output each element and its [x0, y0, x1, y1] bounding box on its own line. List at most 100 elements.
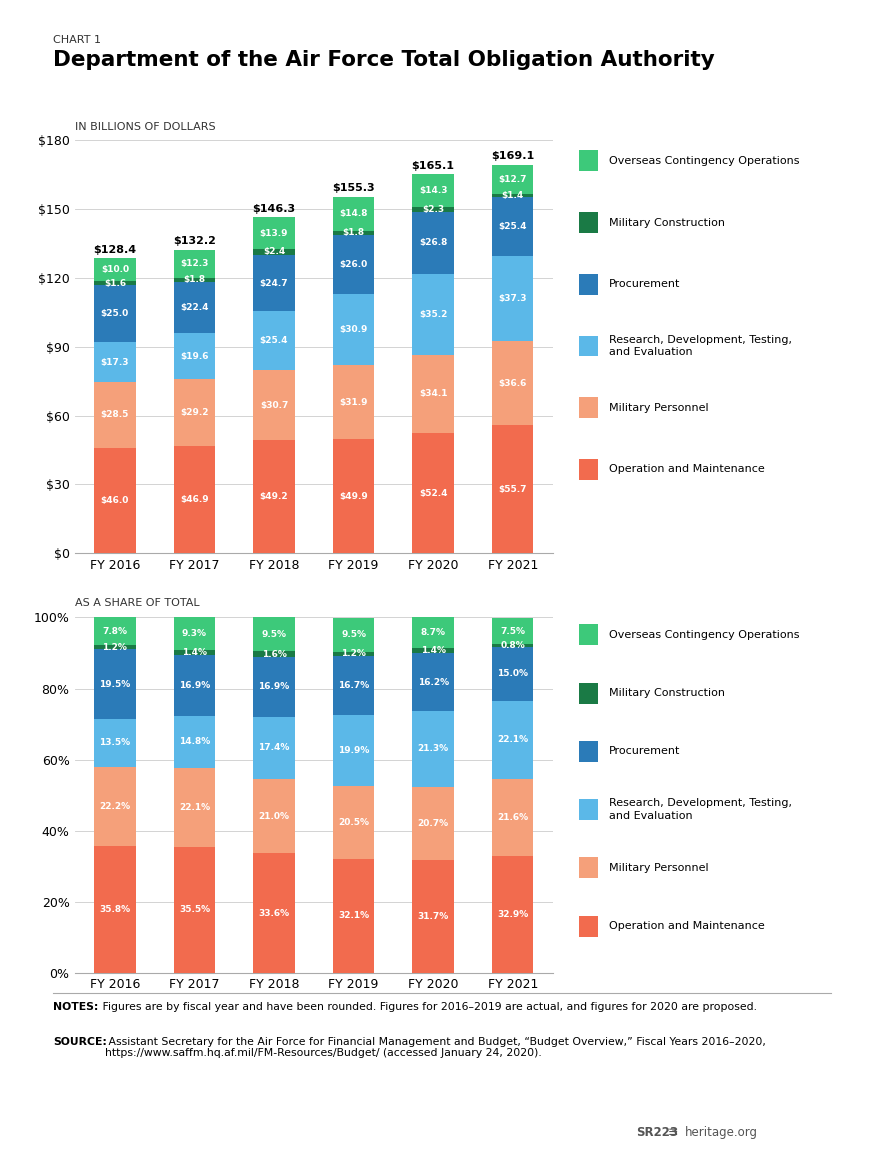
Text: 7.5%: 7.5%	[500, 627, 525, 636]
Text: $13.9: $13.9	[260, 228, 288, 238]
Bar	[95, 285, 135, 343]
Text: $46.0: $46.0	[101, 496, 129, 506]
Bar	[333, 715, 374, 786]
Text: NOTES:: NOTES:	[53, 1002, 98, 1012]
Text: $165.1: $165.1	[412, 161, 454, 170]
Text: 20.7%: 20.7%	[417, 819, 449, 828]
Text: 35.8%: 35.8%	[99, 905, 131, 913]
Bar	[174, 249, 215, 278]
Text: 22.1%: 22.1%	[497, 735, 529, 744]
Text: $25.4: $25.4	[499, 221, 527, 231]
Text: $128.4: $128.4	[94, 245, 136, 255]
Text: Military Personnel: Military Personnel	[609, 403, 709, 412]
Text: Research, Development, Testing,
and Evaluation: Research, Development, Testing, and Eval…	[609, 334, 792, 358]
Bar	[413, 649, 453, 654]
Bar	[333, 366, 374, 439]
Text: $35.2: $35.2	[419, 310, 447, 319]
Text: 1.2%: 1.2%	[341, 649, 366, 658]
Bar	[333, 234, 374, 295]
Text: 22.2%: 22.2%	[99, 802, 131, 811]
Bar	[254, 854, 294, 973]
Bar	[174, 446, 215, 553]
Text: Operation and Maintenance: Operation and Maintenance	[609, 465, 765, 474]
Text: 21.6%: 21.6%	[497, 813, 529, 822]
Bar	[492, 644, 533, 648]
Text: Overseas Contingency Operations: Overseas Contingency Operations	[609, 630, 799, 640]
Bar	[492, 700, 533, 779]
Bar	[413, 433, 453, 553]
Bar	[413, 786, 453, 860]
Bar	[413, 617, 453, 649]
Text: 16.9%: 16.9%	[179, 682, 210, 690]
Text: $49.9: $49.9	[339, 492, 368, 501]
Text: 21.0%: 21.0%	[258, 812, 290, 820]
Text: 15.0%: 15.0%	[497, 670, 529, 678]
Text: $46.9: $46.9	[180, 495, 209, 504]
Bar	[174, 847, 215, 973]
Bar	[492, 856, 533, 973]
Text: 16.9%: 16.9%	[258, 683, 290, 691]
Bar	[254, 778, 294, 854]
Bar	[95, 649, 135, 719]
Bar	[254, 440, 294, 553]
Text: $22.4: $22.4	[180, 303, 209, 312]
Text: Procurement: Procurement	[609, 747, 681, 756]
Bar	[333, 197, 374, 231]
Bar	[95, 382, 135, 447]
Text: 21.3%: 21.3%	[417, 744, 449, 754]
Text: Department of the Air Force Total Obligation Authority: Department of the Air Force Total Obliga…	[53, 50, 715, 70]
Bar	[492, 425, 533, 553]
Text: SR223: SR223	[636, 1127, 679, 1139]
Text: $26.0: $26.0	[339, 260, 368, 269]
Bar	[333, 859, 374, 973]
Bar	[254, 651, 294, 657]
Text: SOURCE:: SOURCE:	[53, 1037, 107, 1047]
Bar	[254, 249, 294, 255]
Bar	[174, 282, 215, 333]
Bar	[254, 617, 294, 651]
Text: heritage.org: heritage.org	[685, 1127, 758, 1139]
Text: $1.8: $1.8	[342, 228, 365, 238]
Text: $49.2: $49.2	[260, 493, 288, 501]
Bar	[174, 768, 215, 847]
Bar	[492, 164, 533, 195]
Bar	[413, 174, 453, 207]
Text: 32.1%: 32.1%	[338, 911, 370, 920]
Bar	[95, 719, 135, 767]
Text: $1.6: $1.6	[103, 278, 126, 288]
Text: $25.4: $25.4	[260, 337, 288, 345]
Bar	[174, 656, 215, 715]
Bar	[413, 274, 453, 354]
Bar	[413, 711, 453, 786]
Text: $34.1: $34.1	[419, 389, 447, 398]
Bar	[492, 648, 533, 700]
Bar	[413, 860, 453, 973]
Text: 32.9%: 32.9%	[497, 910, 529, 919]
Text: $28.5: $28.5	[101, 410, 129, 419]
Text: $169.1: $169.1	[492, 151, 534, 162]
Text: Procurement: Procurement	[609, 280, 681, 289]
Bar	[333, 617, 374, 651]
Text: 19.5%: 19.5%	[99, 679, 131, 689]
Text: 9.3%: 9.3%	[182, 629, 207, 638]
Text: $146.3: $146.3	[253, 204, 295, 214]
Text: 19.9%: 19.9%	[338, 746, 370, 755]
Text: 16.2%: 16.2%	[417, 678, 449, 686]
Bar	[174, 379, 215, 446]
Text: 14.8%: 14.8%	[179, 737, 210, 747]
Bar	[492, 341, 533, 425]
Text: $10.0: $10.0	[101, 266, 129, 274]
Text: 35.5%: 35.5%	[179, 905, 210, 915]
Text: 17.4%: 17.4%	[258, 743, 290, 753]
Text: $24.7: $24.7	[260, 278, 288, 288]
Bar	[95, 343, 135, 382]
Text: 0.8%: 0.8%	[500, 642, 525, 650]
Bar	[254, 311, 294, 369]
Bar	[254, 716, 294, 778]
Text: $36.6: $36.6	[499, 379, 527, 388]
Text: Operation and Maintenance: Operation and Maintenance	[609, 922, 765, 931]
Bar	[492, 779, 533, 856]
Text: 13.5%: 13.5%	[99, 739, 131, 747]
Bar	[174, 333, 215, 379]
Bar	[254, 369, 294, 440]
